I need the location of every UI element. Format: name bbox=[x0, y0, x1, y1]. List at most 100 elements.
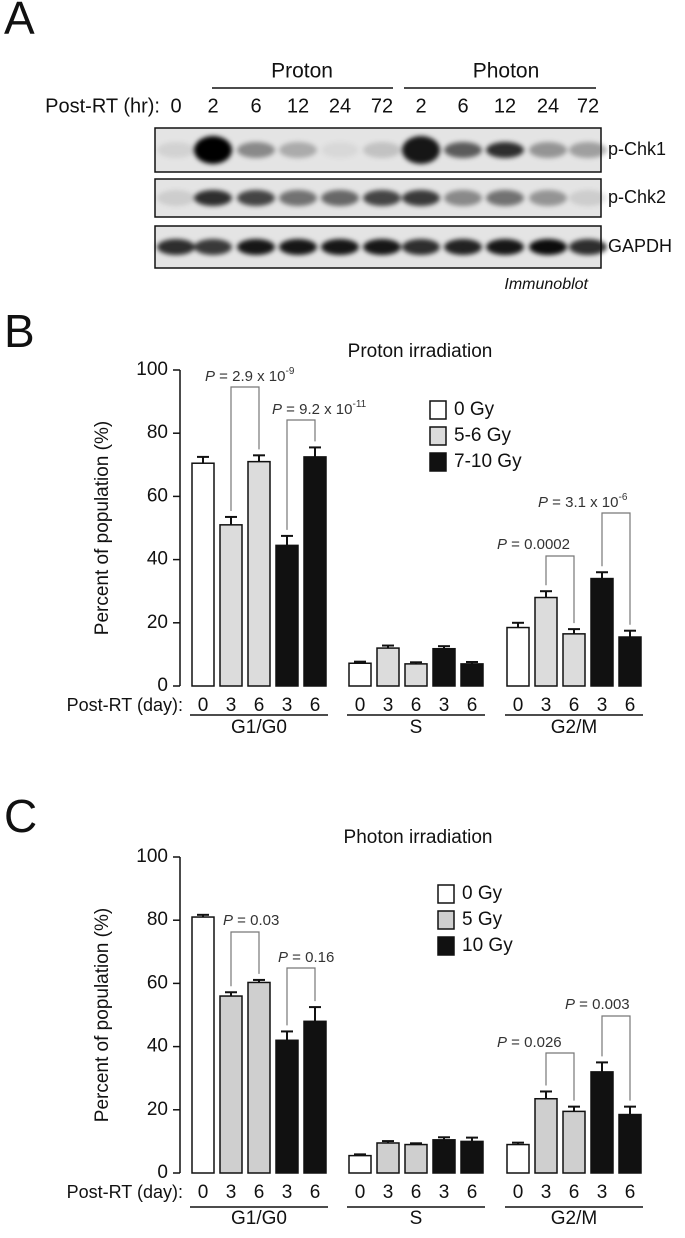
lane-label: 6 bbox=[250, 95, 261, 117]
group-label: Proton bbox=[271, 60, 333, 83]
bar bbox=[348, 662, 372, 687]
bar bbox=[275, 1039, 299, 1174]
x-tick-label: 3 bbox=[597, 695, 608, 716]
x-tick-label: 3 bbox=[226, 1182, 237, 1203]
band bbox=[157, 239, 195, 255]
legend-label: 5-6 Gy bbox=[454, 425, 512, 446]
lane-label: 12 bbox=[494, 95, 516, 117]
p-value: P = 3.1 x 10-6 bbox=[538, 492, 628, 511]
y-tick-label: 60 bbox=[147, 972, 168, 993]
y-tick-label: 80 bbox=[147, 422, 168, 443]
band bbox=[237, 190, 275, 206]
band bbox=[486, 142, 524, 158]
legend-swatch bbox=[437, 910, 455, 930]
x-tick-label: 6 bbox=[411, 1182, 422, 1203]
p-value: P = 9.2 x 10-11 bbox=[272, 399, 367, 418]
y-tick-label: 0 bbox=[157, 675, 168, 696]
legend-label: 0 Gy bbox=[454, 399, 495, 420]
band bbox=[194, 190, 232, 206]
lane-label: 6 bbox=[457, 95, 468, 117]
lane-label: 24 bbox=[329, 95, 351, 117]
bar bbox=[534, 596, 558, 687]
x-tick-label: 3 bbox=[439, 1182, 450, 1203]
legend-swatch bbox=[429, 400, 447, 420]
chart-title: Proton irradiation bbox=[348, 341, 493, 362]
x-tick-label: 3 bbox=[439, 695, 450, 716]
method-label: Immunoblot bbox=[504, 276, 588, 293]
x-tick-label: 0 bbox=[198, 1182, 209, 1203]
band bbox=[402, 239, 440, 255]
lane-label: 12 bbox=[287, 95, 309, 117]
x-tick-label: 6 bbox=[467, 695, 478, 716]
band bbox=[194, 136, 232, 164]
band bbox=[279, 239, 317, 255]
bar bbox=[562, 1110, 586, 1174]
x-tick-label: 6 bbox=[310, 695, 321, 716]
band bbox=[444, 239, 482, 255]
x-tick-label: 3 bbox=[383, 695, 394, 716]
bar bbox=[247, 981, 271, 1174]
x-tick-label: 6 bbox=[310, 1182, 321, 1203]
group-label: G1/G0 bbox=[231, 1208, 287, 1229]
group-label: G1/G0 bbox=[231, 717, 287, 738]
bracket bbox=[230, 931, 260, 987]
p-symbol: P bbox=[538, 494, 548, 511]
legend-swatch bbox=[429, 452, 447, 472]
band bbox=[279, 190, 317, 206]
p-symbol: P bbox=[565, 996, 575, 1013]
bracket bbox=[601, 1015, 631, 1101]
x-tick-label: 6 bbox=[569, 695, 580, 716]
band bbox=[157, 190, 195, 206]
group-label: G2/M bbox=[551, 717, 597, 738]
group-label: S bbox=[410, 1208, 423, 1229]
lane-label: 2 bbox=[415, 95, 426, 117]
legend-label: 5 Gy bbox=[462, 909, 503, 930]
band bbox=[237, 239, 275, 255]
p-value: P = 0.16 bbox=[278, 949, 334, 966]
p-symbol: P bbox=[497, 536, 507, 553]
group-label: S bbox=[410, 717, 423, 738]
x-tick-label: 3 bbox=[282, 695, 293, 716]
p-value: P = 0.026 bbox=[497, 1034, 562, 1051]
bar bbox=[376, 647, 400, 687]
bar bbox=[590, 577, 614, 687]
y-tick-label: 20 bbox=[147, 612, 168, 633]
time-label: Post-RT (hr): bbox=[45, 95, 160, 117]
band bbox=[279, 142, 317, 158]
panel-label: C bbox=[4, 790, 37, 842]
p-value: P = 0.03 bbox=[223, 912, 279, 929]
band bbox=[486, 190, 524, 206]
lane-label: 2 bbox=[207, 95, 218, 117]
x-tick-label: 0 bbox=[198, 695, 209, 716]
x-tick-label: 6 bbox=[625, 695, 636, 716]
x-tick-label: 3 bbox=[541, 1182, 552, 1203]
p-symbol: P bbox=[223, 912, 233, 929]
p-text: = 0.026 bbox=[507, 1034, 562, 1051]
p-symbol: P bbox=[497, 1034, 507, 1051]
bands bbox=[157, 136, 607, 164]
lane-label: 72 bbox=[577, 95, 599, 117]
band bbox=[486, 239, 524, 255]
p-exponent: -9 bbox=[285, 366, 294, 377]
bar bbox=[247, 460, 271, 687]
legend-label: 10 Gy bbox=[462, 935, 513, 956]
y-tick-label: 20 bbox=[147, 1099, 168, 1120]
x-tick-label: 6 bbox=[569, 1182, 580, 1203]
y-tick-label: 100 bbox=[136, 359, 168, 380]
x-tick-label: 3 bbox=[282, 1182, 293, 1203]
p-text: = 0.0002 bbox=[507, 536, 570, 553]
band bbox=[444, 190, 482, 206]
p-text: = 2.9 x 10 bbox=[215, 368, 285, 385]
band bbox=[237, 142, 275, 158]
bar bbox=[275, 544, 299, 687]
x-tick-label: 6 bbox=[411, 695, 422, 716]
band bbox=[194, 239, 232, 255]
p-text: = 0.16 bbox=[288, 949, 334, 966]
y-tick-label: 60 bbox=[147, 485, 168, 506]
bar bbox=[432, 1139, 456, 1174]
legend-swatch bbox=[429, 426, 447, 446]
bands bbox=[157, 190, 607, 206]
band bbox=[363, 239, 401, 255]
p-symbol: P bbox=[205, 368, 215, 385]
